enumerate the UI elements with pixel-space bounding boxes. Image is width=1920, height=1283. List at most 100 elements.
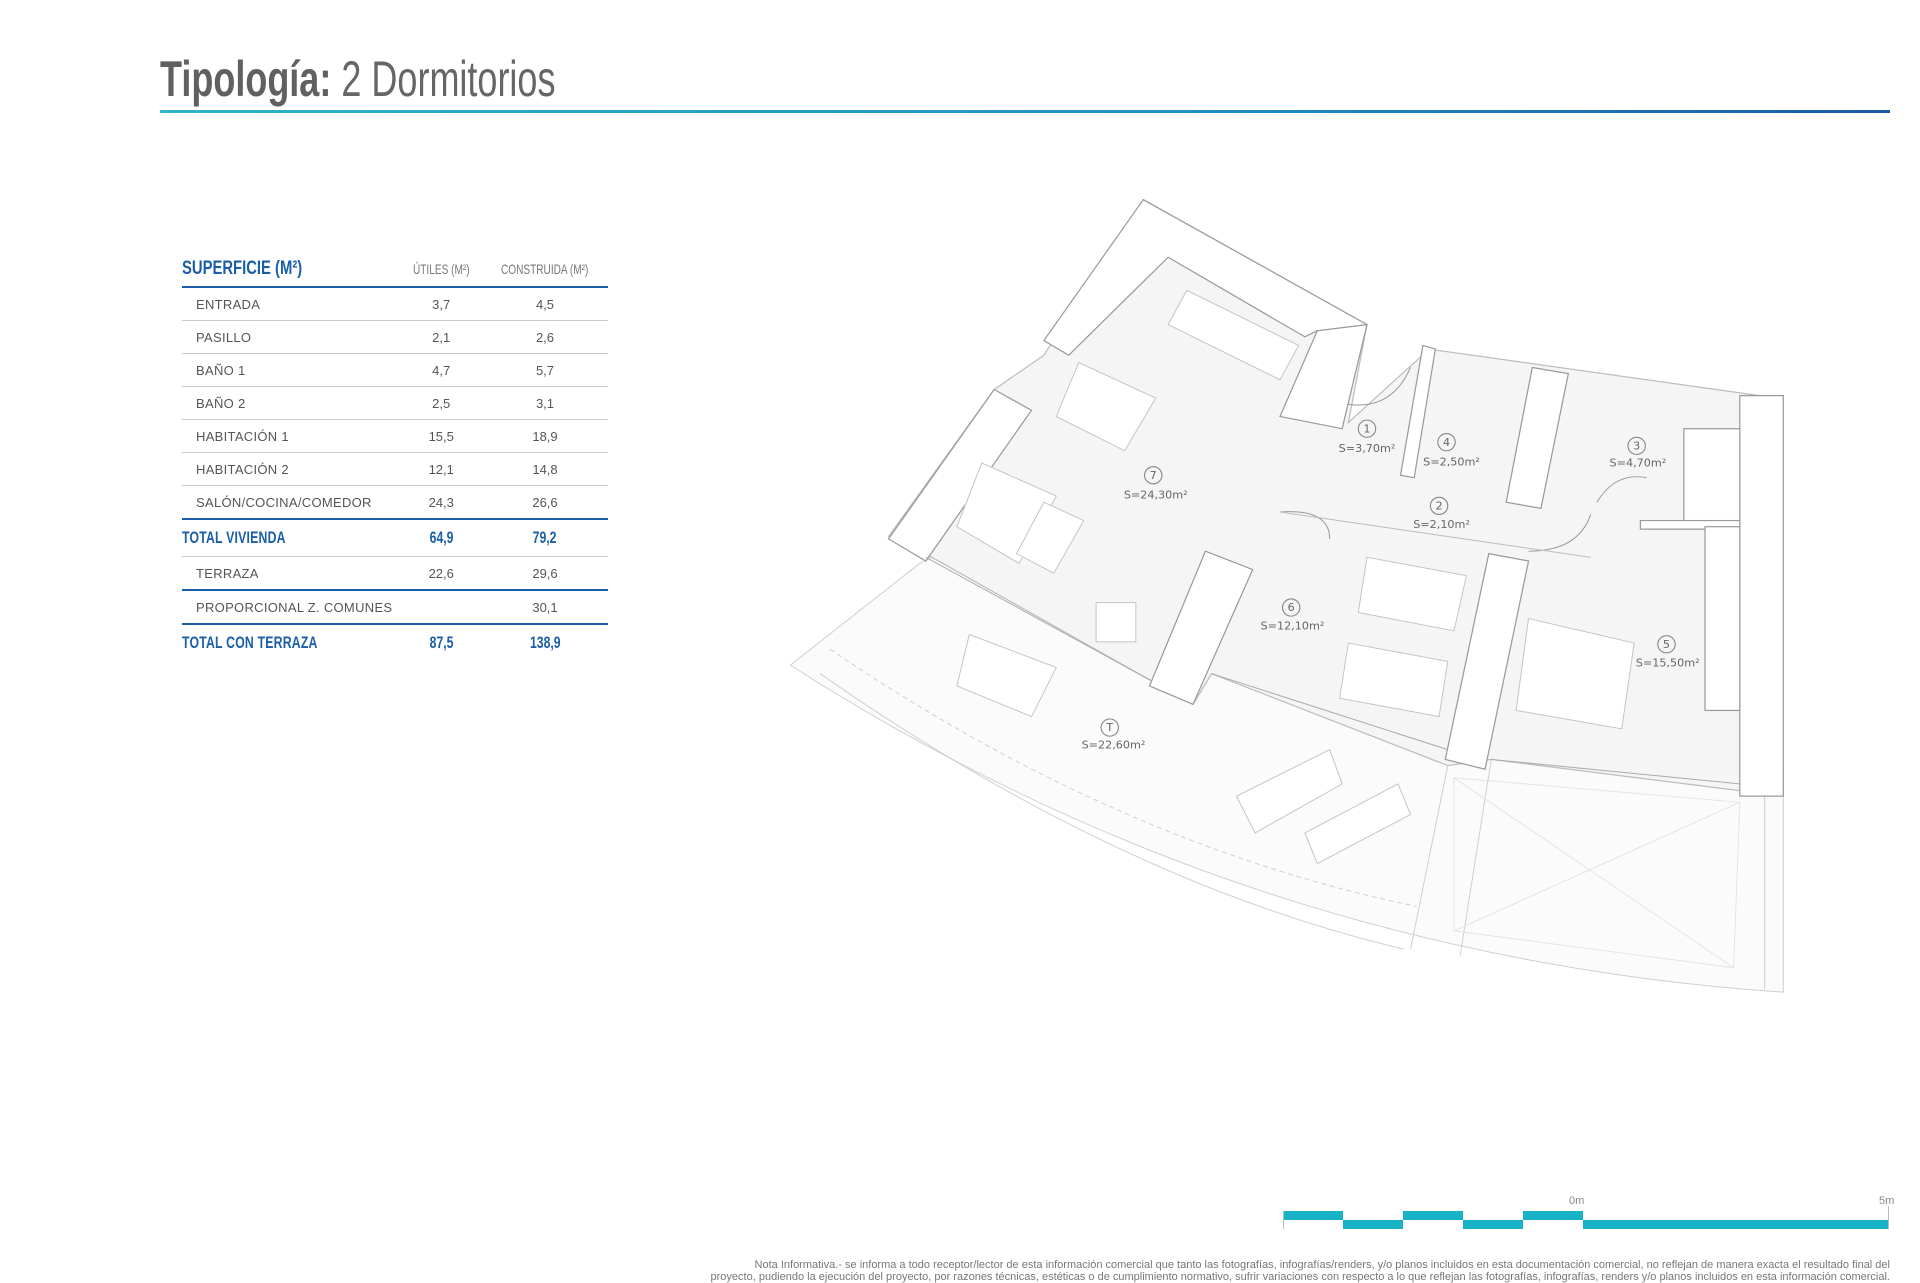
disclaimer-line: Nota Informativa.- se informa a todo rec… — [754, 1259, 1890, 1271]
wall — [1739, 395, 1784, 797]
row-utiles: 2,5 — [400, 386, 482, 420]
total-label: TOTAL VIVIENDA — [182, 528, 286, 547]
table-row: BAÑO 2 2,5 3,1 — [182, 386, 608, 420]
total-construida: 79,2 — [533, 528, 557, 547]
wall — [1505, 366, 1570, 510]
room-area: S=24,30m² — [1124, 489, 1188, 502]
total-construida: 138,9 — [529, 633, 561, 652]
table-row: ENTRADA 3,7 4,5 — [182, 287, 608, 321]
total-label: TOTAL CON TERRAZA — [182, 633, 318, 652]
total-utiles: 87,5 — [429, 633, 454, 652]
storage-cupboard — [1704, 526, 1741, 712]
table-row: PROPORCIONAL Z. COMUNES 30,1 — [182, 590, 608, 625]
wall — [1148, 550, 1254, 706]
row-utiles: 24,3 — [400, 485, 482, 520]
total-con-terraza-row: TOTAL CON TERRAZA 87,5 138,9 — [182, 624, 608, 661]
armchair — [1095, 602, 1137, 643]
title-label: Tipología: — [160, 51, 332, 107]
room-area: S=22,60m² — [1082, 738, 1146, 751]
row-construida: 14,8 — [482, 452, 608, 486]
row-label: BAÑO 2 — [182, 386, 401, 420]
terrace-inner-arc — [829, 648, 1417, 907]
table-row: TERRAZA 22,6 29,6 — [182, 556, 608, 591]
room-id: 7 — [1150, 469, 1157, 482]
door-swing — [1596, 476, 1647, 503]
wall — [887, 388, 1033, 562]
table-title: SUPERFICIE (M²) — [182, 258, 303, 279]
scale-segment — [1403, 1211, 1463, 1220]
room-area: S=12,10m² — [1261, 620, 1325, 633]
sun-lounger — [1235, 748, 1343, 834]
wall — [1444, 552, 1530, 770]
row-construida: 30,1 — [482, 590, 608, 625]
total-vivienda-row: TOTAL VIVIENDA 64,9 79,2 — [182, 519, 608, 557]
row-label: TERRAZA — [182, 556, 401, 591]
scale-tick — [1888, 1206, 1889, 1229]
scale-tick — [1283, 1211, 1284, 1229]
column-header-construida: CONSTRUIDA (M²) — [501, 261, 589, 277]
room-area: S=15,50m² — [1636, 656, 1700, 669]
column-header-utiles: ÚTILES (M²) — [412, 261, 470, 277]
room-area: S=2,50m² — [1423, 456, 1480, 469]
title-divider — [160, 110, 1890, 113]
table-row: SALÓN/COCINA/COMEDOR 24,3 26,6 — [182, 485, 608, 520]
scale-bar: 0m 5m — [1283, 1195, 1894, 1240]
title-value: 2 Dormitorios — [341, 51, 556, 107]
row-label: ENTRADA — [182, 287, 401, 321]
row-construida: 4,5 — [482, 287, 608, 321]
table-header: SUPERFICIE (M²) ÚTILES (M²) CONSTRUIDA (… — [182, 252, 608, 288]
room-id: 2 — [1436, 500, 1443, 513]
row-utiles: 12,1 — [400, 452, 482, 486]
row-construida: 5,7 — [482, 353, 608, 387]
surface-table: SUPERFICIE (M²) ÚTILES (M²) CONSTRUIDA (… — [182, 252, 608, 661]
row-construida: 18,9 — [482, 419, 608, 453]
room-area: S=2,10m² — [1413, 518, 1470, 531]
scale-segment — [1523, 1211, 1583, 1220]
room-area: S=4,70m² — [1610, 457, 1667, 470]
row-utiles: 3,7 — [400, 287, 482, 321]
total-utiles: 64,9 — [429, 528, 454, 547]
door-swing — [1528, 514, 1592, 552]
room-id: 3 — [1633, 440, 1640, 453]
row-utiles: 2,1 — [400, 320, 482, 354]
bed-double — [1515, 617, 1635, 730]
bed-single — [1339, 642, 1449, 718]
disclaimer-note: Nota Informativa.- se informa a todo rec… — [630, 1259, 1890, 1283]
table-row: HABITACIÓN 2 12,1 14,8 — [182, 452, 608, 486]
scale-segment — [1283, 1211, 1343, 1220]
room-id: 1 — [1363, 422, 1370, 435]
scale-segment — [1343, 1220, 1403, 1229]
row-label: BAÑO 1 — [182, 353, 401, 387]
row-utiles: 22,6 — [400, 556, 482, 591]
table-row: BAÑO 1 4,7 5,7 — [182, 353, 608, 387]
row-label: HABITACIÓN 2 — [182, 452, 401, 486]
scale-end-label: 5m — [1879, 1195, 1895, 1207]
sun-lounger — [1304, 783, 1412, 865]
table-row: PASILLO 2,1 2,6 — [182, 320, 608, 354]
dining-table — [1055, 361, 1157, 452]
room-id: 4 — [1443, 436, 1450, 449]
scale-start-label: 0m — [1569, 1195, 1585, 1207]
kitchen-counter — [1167, 289, 1300, 381]
terrace-table — [956, 633, 1057, 718]
row-construida: 26,6 — [482, 485, 608, 520]
row-construida: 3,1 — [482, 386, 608, 420]
bathroom-3-storage — [1683, 428, 1741, 522]
row-utiles: 15,5 — [400, 419, 482, 453]
row-utiles: 4,7 — [400, 353, 482, 387]
room-id: T — [1105, 721, 1113, 734]
row-label: PASILLO — [182, 320, 401, 354]
row-label: PROPORCIONAL Z. COMUNES — [182, 590, 401, 625]
scale-segment — [1583, 1220, 1888, 1229]
row-construida: 29,6 — [482, 556, 608, 591]
row-label: SALÓN/COCINA/COMEDOR — [182, 485, 401, 520]
room-id: 5 — [1663, 638, 1670, 651]
row-utiles — [400, 590, 482, 625]
room-markers — [1100, 419, 1676, 737]
wall — [1279, 323, 1368, 430]
row-construida: 2,6 — [482, 320, 608, 354]
table-row: HABITACIÓN 1 15,5 18,9 — [182, 419, 608, 453]
bed-single — [1357, 556, 1468, 632]
scale-segment — [1463, 1220, 1523, 1229]
